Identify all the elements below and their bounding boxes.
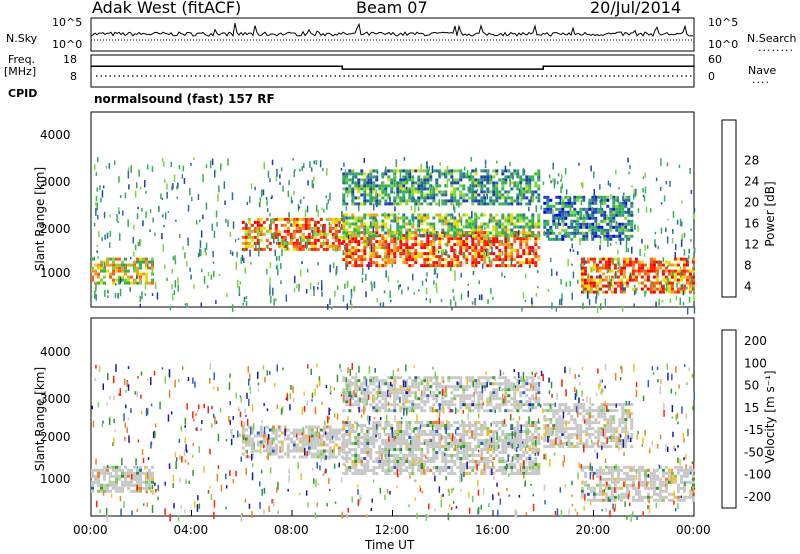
- freq-tick-low: 8: [70, 70, 77, 83]
- x-tick-label-1: 04:00: [173, 523, 209, 537]
- velocity-colorbar-tick-2: 50: [744, 379, 759, 393]
- power-colorbar-frame: [721, 119, 737, 298]
- power-colorbar-tick-0: 28: [744, 154, 759, 168]
- freq-panel-frame: [90, 54, 695, 88]
- vel-ytick-2000: 2000: [40, 430, 71, 444]
- power-ytick-3000: 3000: [40, 175, 71, 189]
- beam-title: Beam 07: [356, 0, 428, 17]
- velocity-colorbar-frame: [721, 329, 737, 509]
- cpid-value: normalsound (fast) 157 RF: [94, 92, 275, 106]
- power-echo-band-3: [342, 213, 541, 238]
- x-tick-label-6: 00:00: [676, 523, 711, 537]
- velocity-scatter-echoes: [91, 363, 696, 523]
- velocity-colorbar-tick-6: -100: [744, 468, 771, 482]
- x-axis-label: Time UT: [365, 538, 415, 552]
- noise-trace: [90, 22, 694, 38]
- cpid-label: CPID: [8, 87, 38, 100]
- noise-sky-label: N.Sky: [6, 32, 38, 45]
- nave-tick-high: 60: [708, 53, 722, 66]
- nave-label: Nave: [748, 64, 777, 77]
- velocity-echo-band-0: [91, 465, 154, 493]
- power-panel-frame: [90, 111, 695, 308]
- velocity-echo-band-5: [580, 465, 695, 502]
- freq-unit-label: [MHz]: [4, 65, 37, 78]
- noise-search-legend-line: ········: [758, 44, 794, 57]
- power-ytick-1000: 1000: [40, 266, 71, 280]
- noise-left-tick-low: 10^0: [52, 38, 83, 51]
- freq-tick-high: 18: [63, 53, 77, 66]
- nave-tick-low: 0: [708, 70, 715, 83]
- nave-legend-line: ····: [752, 76, 770, 89]
- freq-trace: [91, 65, 694, 70]
- power-echo-band-0: [91, 257, 154, 285]
- station-title: Adak West (fitACF): [92, 0, 242, 17]
- noise-right-tick-low: 10^0: [708, 38, 739, 51]
- power-colorbar-tick-6: 4: [744, 280, 752, 294]
- velocity-colorbar-label: Velocity [m s⁻¹]: [763, 370, 777, 464]
- power-colorbar-label: Power [dB]: [763, 181, 777, 247]
- velocity-colorbar-tick-5: -50: [744, 445, 764, 459]
- x-tick-label-5: 20:00: [575, 523, 611, 537]
- power-colorbar-tick-3: 16: [744, 217, 759, 231]
- velocity-echo-band-4: [342, 376, 541, 413]
- velocity-ylabel: Slant Range [km]: [33, 366, 47, 472]
- x-tick-label-4: 16:00: [475, 523, 510, 537]
- x-tick-label-3: 12:00: [374, 523, 410, 537]
- noise-left-tick-high: 10^5: [52, 16, 83, 29]
- vel-ytick-4000: 4000: [40, 345, 71, 359]
- vel-ytick-3000: 3000: [40, 392, 71, 406]
- velocity-colorbar-tick-3: 15: [744, 401, 759, 415]
- power-ytick-4000: 4000: [40, 128, 71, 142]
- velocity-colorbar-tick-4: -15: [744, 423, 764, 437]
- power-colorbar-tick-2: 20: [744, 196, 759, 210]
- noise-right-tick-high: 10^5: [708, 16, 739, 29]
- noise-search-label: N.Search: [747, 32, 797, 45]
- power-echo-band-5: [580, 257, 695, 294]
- velocity-colorbar-tick-0: 200: [744, 334, 767, 348]
- power-ytick-2000: 2000: [40, 222, 71, 236]
- velocity-colorbar-tick-7: -200: [744, 490, 771, 504]
- power-colorbar-tick-1: 24: [744, 175, 759, 189]
- velocity-colorbar-tick-1: 100: [744, 356, 767, 370]
- noise-panel-frame: [90, 17, 695, 52]
- power-colorbar-tick-4: 12: [744, 238, 759, 252]
- power-ylabel: Slant Range [km]: [33, 166, 47, 272]
- freq-label: Freq.: [8, 53, 36, 66]
- velocity-echo-band-6: [543, 403, 634, 449]
- vel-ytick-1000: 1000: [40, 472, 71, 486]
- date-title: 20/Jul/2014: [590, 0, 682, 17]
- power-scatter-echoes: [93, 157, 696, 315]
- x-tick-label-0: 00:00: [73, 523, 108, 537]
- velocity-echo-band-3: [342, 421, 541, 445]
- velocity-echo-band-1: [241, 425, 344, 459]
- power-echo-band-1: [241, 217, 344, 251]
- power-colorbar-tick-5: 8: [744, 259, 752, 273]
- x-tick-label-2: 08:00: [274, 523, 309, 537]
